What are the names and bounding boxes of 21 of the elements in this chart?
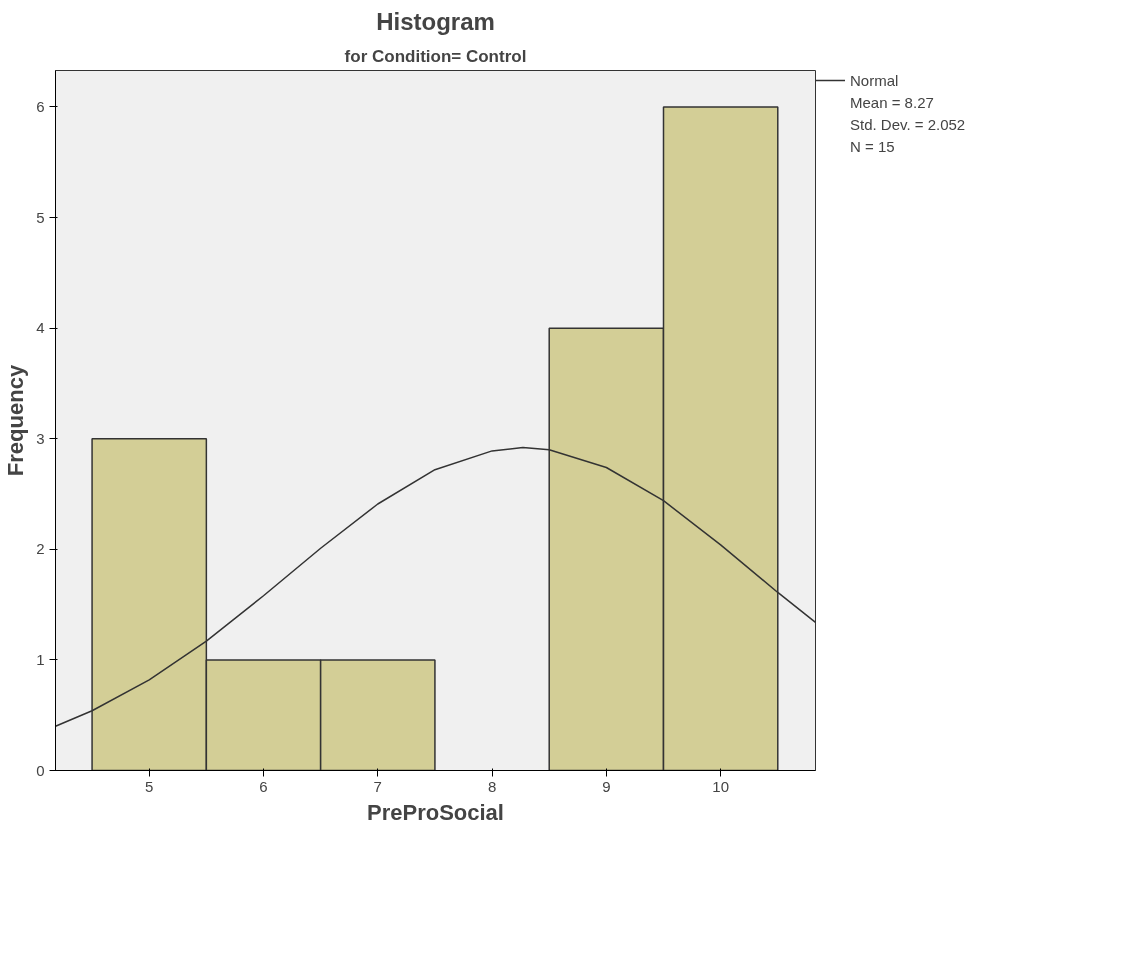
y-axis-title: Frequency (3, 364, 29, 477)
chart-subtitle: for Condition= Control (344, 46, 527, 66)
x-tick-label: 7 (373, 777, 382, 795)
x-tick-label: 6 (259, 777, 268, 795)
y-tick-label: 2 (36, 540, 45, 558)
y-tick-label: 6 (36, 97, 45, 115)
x-tick-label: 8 (487, 777, 497, 795)
y-tick-label: 1 (36, 650, 45, 668)
text: Mean = 8.27 (850, 93, 934, 111)
legend-label: Normal (850, 71, 899, 89)
text: Std. Dev. = 2.052 (850, 115, 966, 133)
x-tick-label: 9 (602, 777, 611, 795)
y-tick-label: 3 (36, 429, 45, 447)
y-tick-label: 4 (36, 319, 45, 337)
text: N = 15 (850, 137, 895, 155)
x-axis-title: PreProSocial (367, 799, 504, 825)
x-tick-label: 10 (712, 777, 729, 795)
y-tick-label: 5 (36, 208, 45, 226)
y-tick-label: 0 (36, 761, 45, 779)
chart-title: Histogram (376, 7, 495, 35)
x-tick-label: 5 (145, 777, 154, 795)
